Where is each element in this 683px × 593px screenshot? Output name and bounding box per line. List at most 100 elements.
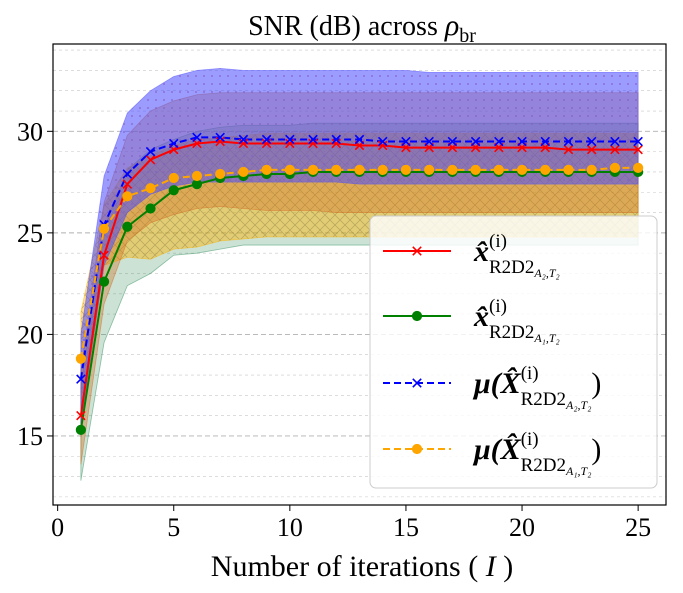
data-point-s1-12 [331,138,342,149]
data-point-s3-21 [540,136,551,147]
data-point-s4-4 [145,183,156,194]
legend-entry-1: x̂(i) R2D2A₂,T₂ [383,231,560,280]
data-point-s4-19 [493,164,504,176]
data-point-s1-23 [586,144,597,155]
legend-entry-4: μ(X̂(i) R2D2A₁,T₂) [383,429,601,478]
y-tick-label: 30 [17,117,43,146]
data-point-s4-11 [307,164,319,176]
data-point-s1-3 [122,179,133,189]
data-point-s3-15 [401,136,411,147]
data-point-s2-2 [98,276,110,287]
legend-swatch-marker [411,310,423,322]
data-point-s4-2 [98,223,110,234]
data-point-s4-16 [424,164,435,176]
data-point-s4-12 [331,164,342,176]
data-point-s3-9 [261,134,272,145]
x-tick-label: 20 [509,513,535,542]
x-axis-label: Number of iterations ( I ) [211,550,513,583]
data-point-s3-4 [145,146,156,157]
data-point-s4-20 [516,164,528,176]
x-axis-ticks: 0 5 10 15 20 25 [51,505,651,542]
legend-label: x̂(i) R2D2A₂,T₂ [473,231,560,280]
legend-entry-2: x̂(i) R2D2A₁,T₂ [383,296,560,345]
data-point-s2-5 [168,185,179,196]
data-point-s1-8 [238,138,249,149]
data-point-s1-14 [377,140,388,151]
x-tick-label: 0 [51,513,64,542]
data-point-s3-11 [308,134,318,145]
legend-swatch-marker [411,443,423,455]
chart-title: SNR (dB) across ρbr [248,9,476,47]
data-point-s4-23 [586,164,597,176]
data-point-s3-10 [285,134,295,145]
y-tick-label: 15 [17,422,43,451]
data-point-s3-14 [377,136,388,147]
data-point-s4-14 [377,164,388,176]
data-point-s3-8 [238,134,249,145]
data-point-s3-22 [563,136,574,147]
data-point-s1-25 [633,144,643,155]
data-point-s3-18 [470,136,481,147]
data-point-s3-6 [192,132,202,143]
x-tick-label: 10 [277,513,303,542]
legend-swatch-marker [412,246,422,256]
data-point-s1-11 [308,138,318,149]
data-point-s4-5 [168,172,179,184]
data-point-s4-21 [540,164,551,176]
data-point-s3-23 [586,136,597,147]
legend-swatch-marker [412,378,422,388]
data-point-s1-10 [285,138,295,149]
data-point-s3-1 [76,374,86,384]
data-point-s4-3 [122,191,133,202]
data-point-s2-1 [75,424,86,435]
series-markers [75,132,644,435]
legend: x̂(i) R2D2A₂,T₂ x̂(i) R2D2A₁,T₂ μ(X̂(i) R2D2A… [369,215,658,489]
plot-frame [52,43,667,506]
legend-label: x̂(i) R2D2A₁,T₂ [473,296,560,345]
data-point-s3-7 [215,132,225,143]
data-point-s2-4 [145,203,156,214]
data-point-s3-3 [122,169,133,179]
legend-entry-3: μ(X̂(i) R2D2A₂,T₂) [383,363,601,412]
band-hatch-cross [80,133,639,432]
data-point-s1-4 [145,154,156,165]
data-point-s4-18 [470,164,481,176]
error-bands [80,67,639,481]
data-point-s3-13 [354,134,365,145]
data-point-s4-7 [215,168,226,180]
data-point-s1-7 [215,136,225,147]
data-point-s4-6 [191,170,203,182]
data-point-s4-13 [354,164,365,176]
data-point-s3-5 [168,138,179,149]
data-point-s4-8 [238,166,249,178]
data-point-s2-3 [122,221,133,232]
data-point-s4-17 [447,164,458,176]
data-point-s3-19 [494,136,504,147]
data-point-s3-16 [424,136,434,147]
data-point-s1-9 [261,138,272,149]
data-point-s1-2 [99,250,109,260]
x-tick-label: 25 [625,513,651,542]
data-point-s3-24 [610,136,620,147]
data-point-s4-25 [633,162,644,173]
data-point-s4-15 [400,164,412,176]
data-point-s1-24 [610,144,620,155]
legend-label: μ(X̂(i) R2D2A₂,T₂) [472,363,601,412]
data-point-s4-24 [609,162,621,173]
data-point-s1-22 [563,144,574,155]
data-point-s4-9 [261,164,272,176]
x-tick-label: 5 [167,513,180,542]
data-point-s3-17 [447,136,458,147]
data-point-s3-25 [633,136,643,147]
legend-box [369,215,658,489]
legend-label: μ(X̂(i) R2D2A₁,T₂) [472,429,601,478]
data-point-s4-22 [563,164,574,176]
y-tick-label: 20 [17,320,43,349]
y-tick-label: 25 [17,219,43,248]
x-tick-label: 15 [393,513,419,542]
y-axis-ticks: 15 20 25 30 [17,117,53,451]
data-point-s3-20 [517,136,527,147]
data-point-s4-1 [75,353,86,364]
data-point-s3-12 [331,134,342,145]
